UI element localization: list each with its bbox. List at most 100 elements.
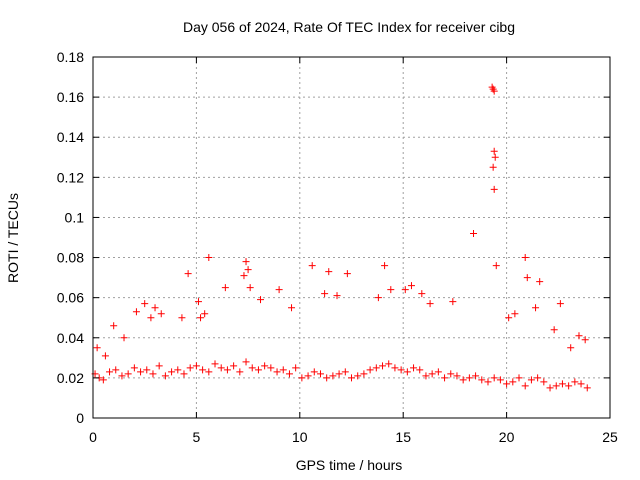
data-point (521, 254, 529, 262)
y-axis: 0 0.02 0.04 0.06 0.08 0.1 0.12 0.14 0.16 0.18 (57, 49, 610, 426)
data-point (372, 364, 380, 372)
data-point (93, 344, 101, 352)
data-point (391, 364, 399, 372)
data-point (521, 382, 529, 390)
data-point (532, 304, 540, 312)
data-point (199, 366, 207, 374)
data-point (505, 314, 513, 322)
chart-title: Day 056 of 2024, Rate Of TEC Index for r… (183, 19, 515, 35)
data-point (157, 310, 165, 318)
data-point (246, 284, 254, 292)
data-point (137, 368, 145, 376)
data-point (99, 376, 107, 384)
data-point (279, 366, 287, 374)
data-point (130, 364, 138, 372)
data-point (298, 374, 306, 382)
data-point (242, 358, 250, 366)
data-point (118, 372, 126, 380)
x-tick-label: 15 (395, 429, 411, 445)
data-point (484, 378, 492, 386)
data-point (132, 308, 140, 316)
data-point (335, 370, 343, 378)
data-point (385, 360, 393, 368)
data-point (197, 314, 205, 322)
x-tick-label: 5 (193, 429, 201, 445)
data-point (470, 229, 478, 237)
data-point (434, 368, 442, 376)
data-point (304, 372, 312, 380)
data-point (583, 384, 591, 392)
data-point (244, 266, 252, 274)
data-point (491, 153, 499, 161)
y-tick-label: 0.16 (57, 89, 84, 105)
data-point (407, 282, 415, 290)
grid (93, 57, 610, 418)
x-tick-label: 25 (602, 429, 618, 445)
data-point (161, 372, 169, 380)
data-point (120, 334, 128, 342)
data-point (254, 366, 262, 374)
data-point (496, 376, 504, 384)
data-point (240, 272, 248, 280)
data-point (178, 314, 186, 322)
data-point (341, 368, 349, 376)
x-tick-label: 0 (89, 429, 97, 445)
x-tick-label: 10 (292, 429, 308, 445)
data-point (428, 370, 436, 378)
data-point (151, 304, 159, 312)
data-point (194, 298, 202, 306)
data-point (556, 300, 564, 308)
data-point (453, 372, 461, 380)
data-point (523, 274, 531, 282)
data-point (261, 362, 269, 370)
data-point (527, 376, 535, 384)
data-point (489, 163, 497, 171)
data-point (490, 374, 498, 382)
y-tick-label: 0.1 (65, 209, 85, 225)
data-point (110, 322, 118, 330)
data-point (168, 368, 176, 376)
data-point (418, 290, 426, 298)
data-point (343, 270, 351, 278)
plot-frame (92, 56, 611, 419)
y-tick-label: 0.02 (57, 370, 84, 386)
data-point (567, 344, 575, 352)
data-point (360, 370, 368, 378)
data-point (447, 370, 455, 378)
data-point (143, 366, 151, 374)
y-tick-label: 0.12 (57, 169, 84, 185)
data-point (184, 270, 192, 278)
data-point (575, 332, 583, 340)
data-point (558, 380, 566, 388)
data-point (242, 258, 250, 266)
data-point (426, 300, 434, 308)
data-point (478, 376, 486, 384)
data-point (387, 286, 395, 294)
data-point (465, 374, 473, 382)
x-axis: 0 5 10 15 20 25 (89, 57, 618, 445)
data-point (536, 278, 544, 286)
data-point (577, 380, 585, 388)
data-point (192, 362, 200, 370)
data-point (230, 362, 238, 370)
data-point (321, 290, 329, 298)
data-point (316, 370, 324, 378)
data-point (275, 286, 283, 294)
data-point (329, 372, 337, 380)
data-point (374, 294, 382, 302)
y-tick-label: 0.04 (57, 330, 84, 346)
data-point (565, 382, 573, 390)
data-point (211, 360, 219, 368)
data-point (416, 366, 424, 374)
data-point (459, 376, 467, 384)
data-point (205, 368, 213, 376)
data-point (205, 254, 213, 262)
data-point (186, 364, 194, 372)
data-point (546, 384, 554, 392)
data-point (441, 374, 449, 382)
y-axis-label: ROTI / TECUs (5, 193, 21, 283)
data-point (323, 374, 331, 382)
data-point (112, 366, 120, 374)
data-point (410, 364, 418, 372)
